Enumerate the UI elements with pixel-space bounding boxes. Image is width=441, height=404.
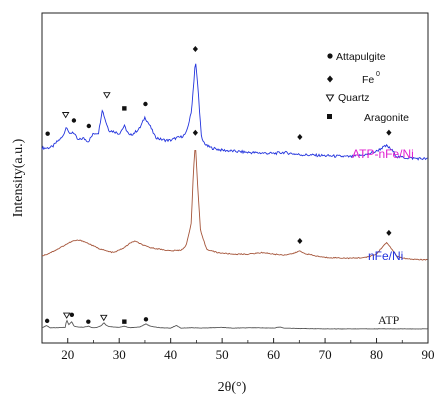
- series-label-atp: ATP: [378, 313, 400, 327]
- peak-marker-nfe-ni-filled-diamond-11: [297, 238, 303, 245]
- legend-attapulgite-symbol: [327, 53, 333, 59]
- peak-marker-atp-nfe-ni-filled-square-5: [122, 106, 127, 111]
- x-tick-label-60: 60: [267, 347, 280, 362]
- peak-marker-atp-nfe-ni-filled-diamond-8: [297, 134, 303, 140]
- series-line-atp: [41, 319, 428, 330]
- legend-fe-symbol: [327, 75, 333, 83]
- x-axis-label: 2θ(°): [218, 380, 247, 395]
- x-tick-layer: 20 30 40 50 60 70 80 90: [41, 338, 435, 362]
- peak-marker-atp-filled-square-18: [122, 319, 127, 324]
- series-line-nfe-ni: [41, 149, 428, 261]
- series-line-atp-nfe-ni: [41, 63, 428, 161]
- legend-fe-superscript: 0: [376, 71, 380, 78]
- legend-aragonite-symbol: [327, 114, 332, 119]
- x-tick-label-90: 90: [422, 347, 435, 362]
- peak-marker-atp-filled-diamond-circle-15: [69, 312, 75, 317]
- peak-marker-atp-nfe-ni-filled-diamond-7: [192, 46, 198, 52]
- x-tick-label-70: 70: [319, 347, 332, 362]
- peak-marker-atp-nfe-ni-filled-diamond-circle-2: [71, 118, 77, 123]
- series-layer: [41, 63, 428, 330]
- legend: Attapulgite Fe 0 Quartz Aragonite: [325, 51, 409, 124]
- legend-entry-fe: Fe 0: [327, 71, 380, 86]
- legend-quartz-label: Quartz: [338, 92, 370, 104]
- legend-quartz-symbol: [325, 94, 335, 102]
- peak-marker-atp-filled-diamond-circle-19: [143, 317, 149, 322]
- peak-marker-atp-open-triangle-down-14: [62, 312, 71, 319]
- legend-fe-label: Fe: [362, 74, 374, 86]
- x-tick-label-20: 20: [61, 347, 74, 362]
- series-label-atp-nfe-ni: ATP-nFe/Ni: [352, 147, 414, 161]
- legend-entry-attapulgite: Attapulgite: [327, 51, 386, 63]
- legend-attapulgite-label: Attapulgite: [336, 51, 386, 63]
- peak-marker-atp-filled-diamond-circle-13: [44, 318, 50, 324]
- legend-aragonite-label: Aragonite: [364, 112, 409, 124]
- peak-marker-atp-nfe-ni-filled-diamond-circle-6: [143, 101, 148, 107]
- x-tick-label-80: 80: [370, 347, 383, 362]
- peak-marker-layer: [44, 46, 392, 324]
- x-tick-label-50: 50: [216, 347, 229, 362]
- peak-marker-atp-open-triangle-down-17: [99, 314, 108, 322]
- x-tick-label-40: 40: [164, 347, 177, 362]
- peak-marker-atp-nfe-ni-open-triangle-down-4: [103, 92, 111, 99]
- peak-marker-nfe-ni-filled-diamond-10: [192, 129, 198, 136]
- legend-entry-aragonite: Aragonite: [327, 112, 409, 124]
- peak-marker-atp-nfe-ni-filled-diamond-circle-3: [86, 123, 92, 129]
- peak-marker-atp-nfe-ni-open-triangle-down-1: [61, 112, 70, 119]
- plot-frame: [41, 12, 429, 344]
- peak-marker-nfe-ni-filled-diamond-12: [386, 229, 392, 236]
- peak-marker-atp-nfe-ni-filled-diamond-circle-0: [45, 131, 50, 136]
- y-axis-label: Intensity(a.u.): [11, 138, 26, 217]
- peak-marker-atp-filled-diamond-circle-16: [86, 319, 91, 324]
- legend-entry-quartz: Quartz: [325, 92, 370, 104]
- peak-marker-atp-nfe-ni-filled-diamond-9: [386, 129, 392, 136]
- series-label-nfe-ni: nFe/Ni: [368, 249, 403, 263]
- x-tick-label-30: 30: [113, 347, 126, 362]
